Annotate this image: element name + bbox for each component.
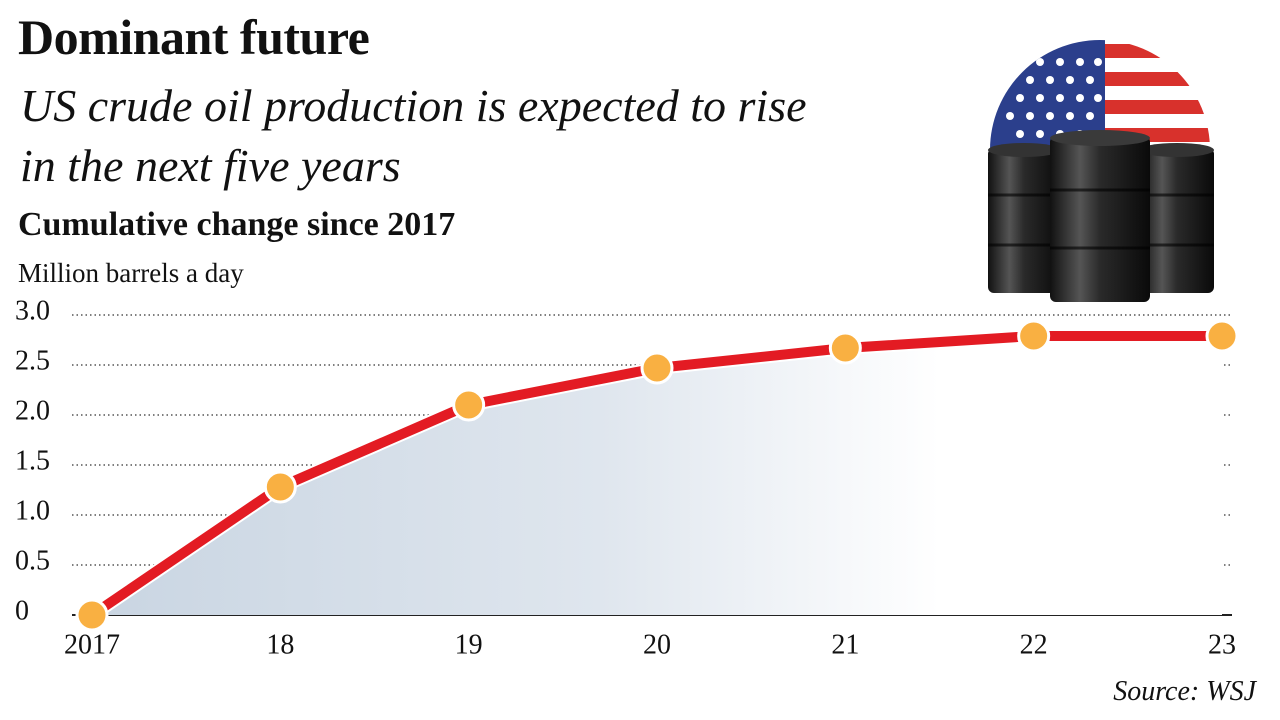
y-tick-label: 3.0 — [15, 295, 50, 326]
y-tick-label: 0 — [15, 595, 29, 626]
marker — [452, 388, 486, 422]
y-tick-label: 1.5 — [15, 445, 50, 476]
y-tick-label: 2.0 — [15, 395, 50, 426]
source: Source: WSJ — [1113, 676, 1256, 707]
subtitle: US crude oil production is expected to r… — [20, 80, 807, 191]
marker — [640, 351, 674, 385]
y-tick-label: 0.5 — [15, 545, 50, 576]
x-tick-label: 18 — [266, 629, 294, 660]
marker — [1205, 319, 1239, 353]
title: Dominant future — [18, 9, 370, 65]
area — [92, 336, 1222, 615]
x-tick-label: 20 — [643, 629, 671, 660]
x-tick-label: 23 — [1208, 629, 1236, 660]
marker — [828, 331, 862, 365]
marker — [75, 598, 109, 632]
x-tick-label: 19 — [455, 629, 483, 660]
y-tick-label: 1.0 — [15, 495, 50, 526]
x-tick-label: 22 — [1020, 629, 1048, 660]
marker — [263, 470, 297, 504]
x-tick-label: 2017 — [64, 629, 120, 660]
y-axis-label: Million barrels a day — [18, 258, 244, 288]
y-tick-label: 2.5 — [15, 345, 50, 376]
marker — [1017, 319, 1051, 353]
chart-heading: Cumulative change since 2017 — [18, 206, 456, 243]
x-tick-label: 21 — [831, 629, 859, 660]
illustration — [988, 40, 1214, 302]
